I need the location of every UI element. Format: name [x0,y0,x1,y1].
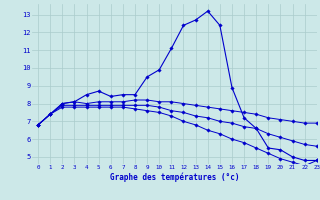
X-axis label: Graphe des températures (°c): Graphe des températures (°c) [110,172,239,182]
